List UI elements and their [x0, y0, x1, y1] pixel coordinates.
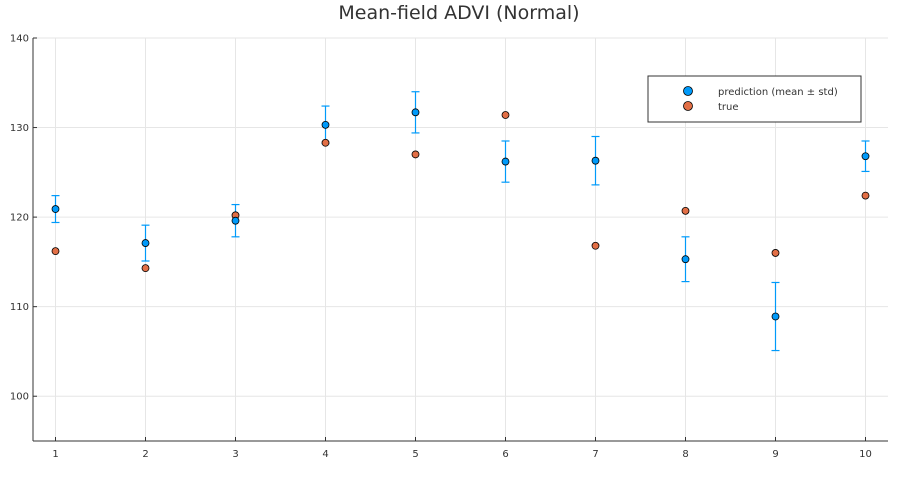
x-tick-label: 6	[502, 449, 508, 460]
point-prediction	[231, 216, 240, 225]
legend-label-prediction: prediction (mean ± std)	[718, 87, 838, 98]
legend-label-true: true	[718, 102, 739, 113]
x-tick-label: 8	[682, 449, 688, 460]
legend-box	[647, 75, 862, 123]
x-tick-label: 4	[322, 449, 328, 460]
point-prediction	[321, 120, 330, 129]
points	[51, 108, 870, 321]
y-tick-label: 110	[10, 302, 29, 313]
point-prediction	[51, 205, 60, 213]
point-true	[681, 206, 690, 215]
point-prediction	[411, 108, 420, 117]
legend: prediction (mean ± std) true	[647, 75, 862, 123]
point-true	[321, 138, 330, 147]
legend-marker-true	[683, 101, 693, 111]
axes: 1 2 3 4 5 6 7 8 9 10 100 110 120 130 140	[10, 34, 888, 460]
point-true	[501, 111, 510, 119]
y-tick-label: 140	[10, 34, 29, 45]
legend-marker-prediction	[683, 86, 693, 96]
point-true	[51, 247, 60, 256]
y-tick-label: 130	[10, 123, 29, 134]
y-tick-label: 100	[10, 392, 29, 403]
point-true	[771, 249, 780, 257]
x-tick-label: 3	[232, 449, 238, 460]
y-tick-label: 120	[10, 213, 29, 224]
x-tick-label: 10	[859, 449, 872, 460]
point-prediction	[771, 312, 780, 321]
x-tick-label: 1	[52, 449, 58, 460]
x-tick-label: 7	[592, 449, 598, 460]
point-prediction	[681, 255, 690, 264]
x-tick-label: 2	[142, 449, 148, 460]
point-true	[591, 241, 600, 250]
chart-title: Mean-field ADVI (Normal)	[338, 2, 579, 24]
errorbars	[51, 91, 870, 352]
grid	[33, 37, 888, 441]
x-tick-label: 5	[412, 449, 418, 460]
point-true	[411, 150, 420, 159]
point-prediction	[591, 156, 600, 165]
x-tick-label: 9	[772, 449, 778, 460]
point-prediction	[861, 152, 870, 161]
point-prediction	[141, 239, 150, 247]
point-prediction	[501, 157, 510, 166]
point-true	[141, 264, 150, 273]
point-true	[861, 191, 870, 200]
